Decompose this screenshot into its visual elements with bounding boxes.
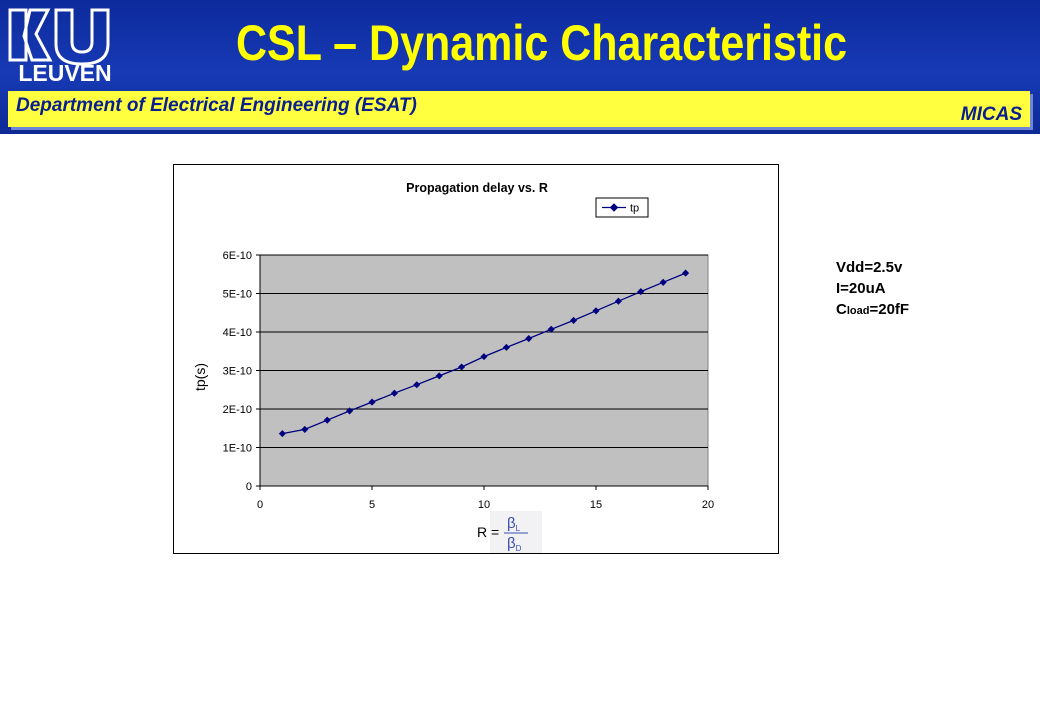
current-param: I=20uA (836, 280, 886, 297)
vdd-param: Vdd=2.5v (836, 259, 903, 276)
x-tick-label: 20 (702, 499, 714, 511)
parameter-list: Vdd=2.5v I=20uA Cload=20fF (836, 257, 909, 322)
slide-title: CSL – Dynamic Characteristic (236, 15, 848, 71)
y-tick-label: 0 (246, 481, 252, 493)
chart-legend: tp (595, 197, 649, 218)
delay-chart: 0 1E-10 2E-10 3E-10 4E-10 5E-10 6E-10 0 5 10 15 20… (192, 181, 714, 553)
y-tick-label: 5E-10 (223, 289, 252, 301)
x-tick-label: 0 (257, 499, 263, 511)
legend-label: tp (630, 203, 639, 215)
formula-numerator: βL (507, 515, 521, 533)
logo-text: LEUVEN (18, 60, 112, 86)
data-point (502, 343, 510, 351)
y-tick-label: 1E-10 (223, 443, 252, 455)
data-point (547, 325, 555, 333)
chart-frame: 0 1E-10 2E-10 3E-10 4E-10 5E-10 6E-10 0 5 10 15 20… (173, 164, 779, 554)
data-point (301, 425, 309, 433)
data-point (390, 389, 398, 397)
cload-param: Cload=20fF (836, 301, 910, 318)
header-banner: LEUVEN CSL – Dynamic Characteristic Depa… (0, 0, 1040, 134)
group-label: MICAS (960, 104, 1022, 125)
y-axis-label: tp(s) (192, 363, 208, 391)
y-tick-label: 3E-10 (223, 366, 252, 378)
chart-title: Propagation delay vs. R (406, 181, 548, 195)
x-tick-label: 15 (590, 499, 602, 511)
data-point (278, 430, 286, 438)
formula: R = βL βD (477, 511, 542, 553)
formula-denominator: βD (507, 535, 522, 553)
data-point (458, 363, 466, 371)
ku-leuven-logo (8, 8, 110, 66)
y-tick-label: 2E-10 (223, 404, 252, 416)
department-bar (8, 91, 1030, 127)
y-tick-label: 4E-10 (223, 327, 252, 339)
department-label: Department of Electrical Engineering (ES… (16, 95, 417, 116)
x-tick-label: 10 (478, 499, 490, 511)
data-point (413, 381, 421, 389)
y-tick-label: 6E-10 (223, 250, 252, 262)
x-tick-label: 5 (369, 499, 375, 511)
data-point (368, 398, 376, 406)
formula-lhs: R = (477, 524, 499, 540)
